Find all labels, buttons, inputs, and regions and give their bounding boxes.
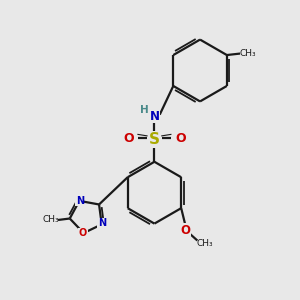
Text: O: O bbox=[181, 224, 190, 237]
Text: N: N bbox=[98, 218, 106, 229]
Text: O: O bbox=[79, 228, 87, 238]
Text: CH₃: CH₃ bbox=[196, 239, 213, 248]
Text: CH₃: CH₃ bbox=[239, 49, 256, 58]
Text: CH₃: CH₃ bbox=[42, 215, 59, 224]
Text: O: O bbox=[123, 132, 134, 145]
Text: S: S bbox=[149, 132, 160, 147]
Text: N: N bbox=[76, 196, 84, 206]
Text: N: N bbox=[149, 110, 159, 123]
Text: H: H bbox=[140, 105, 148, 115]
Text: O: O bbox=[175, 132, 186, 145]
